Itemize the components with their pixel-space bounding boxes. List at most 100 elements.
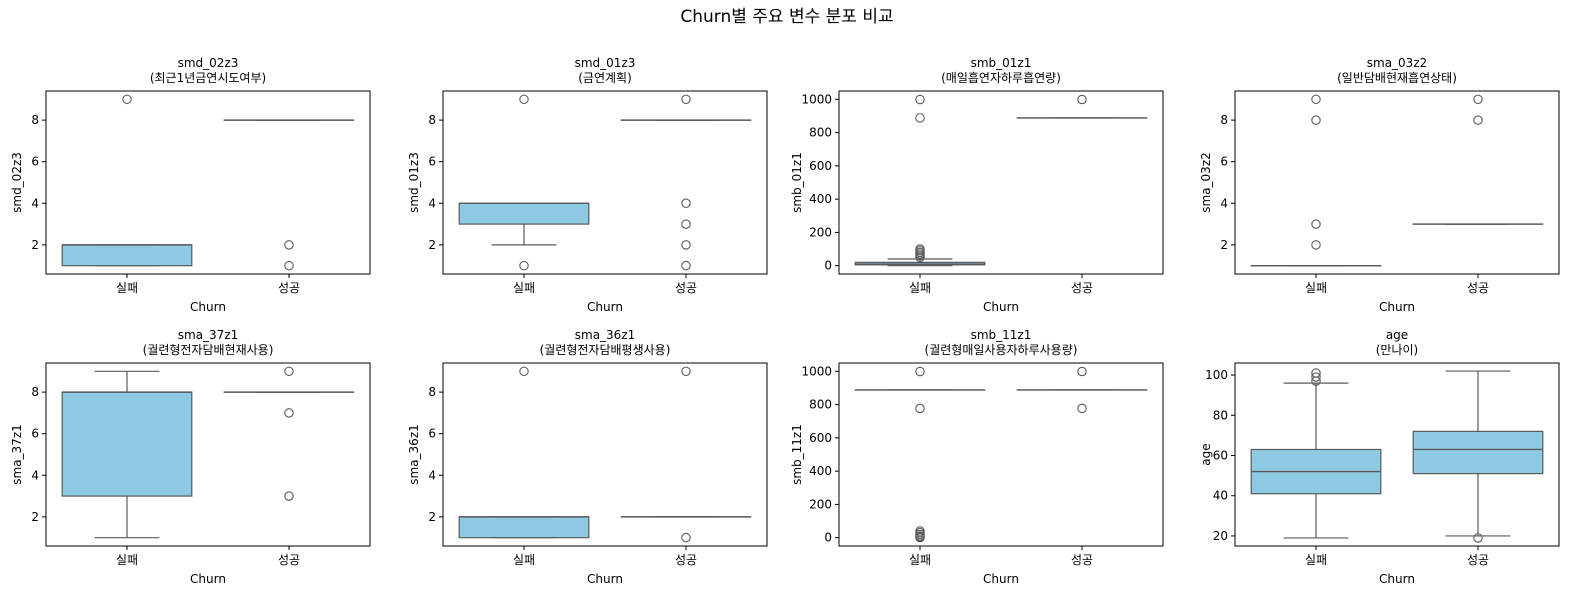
outlier-point [681, 94, 691, 105]
y-tick-label: 40 [1213, 489, 1228, 503]
y-tick-label: 600 [809, 159, 832, 173]
outlier-point [681, 532, 691, 543]
box-성공 [1412, 94, 1544, 225]
box-성공 [620, 366, 752, 543]
plot-frame [1234, 90, 1560, 275]
y-axis-label: smb_01z1 [790, 152, 804, 213]
subplot-subtitle: (일반담배현재흡연상태) [1337, 71, 1457, 85]
x-tick-label: 실패 [116, 553, 138, 567]
y-tick-label: 1000 [801, 364, 832, 378]
x-tick-label: 성공 [675, 281, 697, 295]
outlier-point [1077, 366, 1087, 377]
box-실패 [61, 370, 193, 539]
plot-frame [838, 90, 1164, 275]
outlier-point [519, 260, 529, 271]
outlier-point [681, 219, 691, 229]
y-tick-label: 4 [428, 468, 436, 482]
box-성공 [1412, 370, 1544, 543]
outlier-point [681, 366, 691, 377]
outlier-point [1311, 368, 1321, 378]
y-axis-label: smb_11z1 [790, 424, 804, 485]
plot-frame [1234, 362, 1560, 547]
y-tick-label: 2 [31, 510, 39, 524]
x-tick-label: 실패 [909, 553, 931, 567]
y-axis-label: age [1199, 443, 1213, 465]
y-tick-label: 4 [1220, 196, 1228, 210]
x-axis-label: Churn [587, 300, 623, 314]
outlier-point [284, 260, 294, 271]
box-실패 [61, 94, 193, 267]
y-tick-label: 4 [428, 196, 436, 210]
y-tick-label: 400 [809, 464, 832, 478]
subplot-subtitle: (궐련형전자담배평생사용) [540, 343, 671, 357]
outlier-point [284, 491, 294, 501]
box-실패 [1250, 94, 1382, 267]
x-tick-label: 실패 [1305, 553, 1327, 567]
plot-frame [442, 362, 768, 547]
x-tick-label: 성공 [1071, 281, 1093, 295]
outlier-point [284, 366, 294, 377]
outlier-point [1473, 115, 1483, 125]
y-tick-label: 8 [1220, 113, 1228, 127]
subplot-title: smd_02z3 [178, 56, 239, 70]
outlier-point [915, 94, 925, 105]
outlier-point [284, 240, 294, 250]
y-tick-label: 6 [1220, 155, 1228, 169]
y-tick-label: 20 [1213, 529, 1228, 543]
x-tick-label: 성공 [278, 281, 300, 295]
outlier-point [284, 408, 294, 418]
y-tick-label: 800 [809, 398, 832, 412]
y-tick-label: 100 [1205, 368, 1228, 382]
y-tick-label: 400 [809, 192, 832, 206]
box-실패 [1250, 368, 1382, 539]
plot-frame [45, 362, 371, 547]
x-tick-label: 성공 [278, 553, 300, 567]
subplot-subtitle: (궐련형전자담배현재사용) [143, 343, 274, 357]
outlier-point [915, 366, 925, 377]
y-tick-label: 0 [824, 531, 832, 545]
outlier-point [1311, 240, 1321, 250]
y-tick-label: 8 [31, 385, 39, 399]
outlier-point [1311, 372, 1321, 382]
y-axis-label: sma_36z1 [407, 424, 421, 485]
box-body [458, 202, 590, 225]
y-tick-label: 80 [1213, 408, 1228, 422]
outlier-point [915, 403, 925, 414]
y-tick-label: 200 [809, 497, 832, 511]
x-tick-label: 성공 [1071, 553, 1093, 567]
subplot-subtitle: (궐련형매일사용자하루사용량) [925, 343, 1078, 357]
subplot-title: sma_03z2 [1367, 56, 1428, 70]
box-body [458, 516, 590, 539]
y-tick-label: 4 [31, 196, 39, 210]
y-axis-label: sma_37z1 [10, 424, 24, 485]
outlier-point [1311, 115, 1321, 125]
x-axis-label: Churn [1379, 300, 1415, 314]
y-tick-label: 8 [31, 113, 39, 127]
outlier-point [519, 366, 529, 377]
y-tick-label: 6 [31, 155, 39, 169]
subplot-7: smb_11z1(궐련형매일사용자하루사용량)02004006008001000… [790, 328, 1164, 586]
x-axis-label: Churn [983, 572, 1019, 586]
x-tick-label: 실패 [513, 281, 535, 295]
x-tick-label: 실패 [909, 281, 931, 295]
y-tick-label: 4 [31, 468, 39, 482]
x-tick-label: 실패 [116, 281, 138, 295]
plot-frame [838, 362, 1164, 547]
y-axis-label: sma_03z2 [1199, 152, 1213, 213]
subplot-subtitle: (매일흡연자하루흡연량) [941, 71, 1061, 85]
x-tick-label: 성공 [675, 553, 697, 567]
figure-title: Churn별 주요 변수 분포 비교 [680, 7, 893, 27]
outlier-point [681, 198, 691, 209]
box-성공 [620, 94, 752, 271]
box-실패 [458, 94, 590, 271]
y-tick-label: 6 [428, 427, 436, 441]
subplot-title: smb_11z1 [971, 328, 1032, 342]
y-tick-label: 2 [1220, 238, 1228, 252]
